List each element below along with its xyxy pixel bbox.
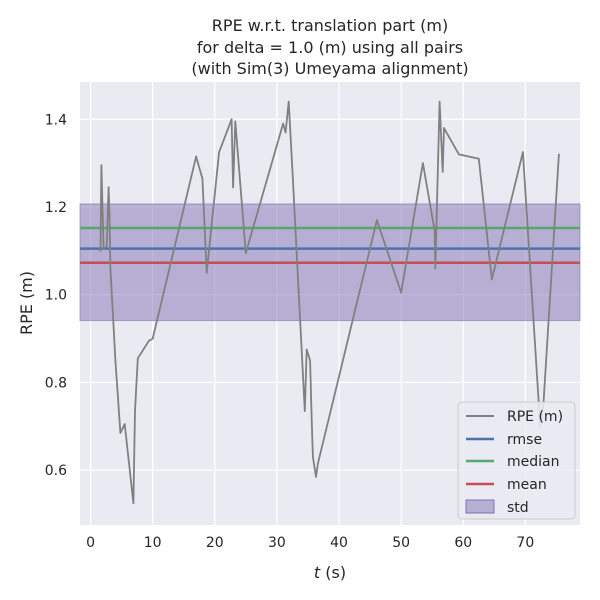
rpe-point-30 (310, 418, 313, 421)
y-tick-label-2: 1.0 (45, 288, 67, 304)
legend: RPE (m) rmse median mean std (457, 401, 576, 520)
rpe-point-6 (109, 267, 112, 270)
rpe-point-33 (316, 462, 319, 465)
x-axis-label-variable: t (314, 563, 321, 582)
rpe-point-22 (244, 252, 247, 254)
rpe-point-19 (230, 118, 233, 121)
rpe-point-29 (309, 359, 312, 362)
chart-title-line-1: RPE w.r.t. translation part (m) (212, 16, 448, 35)
legend-rmse-label: rmse (507, 432, 542, 448)
rpe-point-35 (400, 291, 403, 294)
legend-median-label: median (507, 454, 559, 470)
rpe-point-44 (490, 278, 493, 281)
rpe-point-16 (201, 177, 204, 180)
x-tick-label-6: 60 (454, 535, 472, 551)
rpe-point-1 (100, 164, 103, 167)
x-tick-label-4: 40 (330, 535, 348, 551)
rpe-point-21 (234, 120, 237, 123)
rpe-point-3 (105, 245, 108, 248)
rpe-point-14 (151, 337, 154, 340)
rpe-point-20 (232, 186, 235, 189)
rpe-point-13 (148, 339, 150, 342)
rpe-point-9 (123, 423, 126, 426)
rpe-point-4 (107, 186, 110, 189)
x-tick-label-0: 0 (86, 535, 95, 551)
x-axis-label: t (s) (314, 563, 346, 582)
rpe-point-38 (434, 267, 437, 270)
rpe-point-42 (457, 153, 460, 156)
rpe-point-28 (305, 348, 308, 351)
rpe-point-26 (291, 168, 294, 171)
y-axis-ticks: 0.6 0.8 1.0 1.2 1.4 (45, 112, 67, 479)
legend-rpe-label: RPE (m) (507, 409, 563, 425)
rpe-point-11 (134, 410, 136, 412)
rpe-point-37 (433, 230, 436, 233)
x-axis-ticks: 0 10 20 30 40 50 60 70 (86, 535, 534, 551)
rpe-point-48 (557, 153, 560, 156)
rpe-point-10 (132, 502, 135, 504)
rpe-point-5 (108, 214, 111, 217)
y-tick-label-1: 0.8 (45, 375, 67, 391)
rpe-point-34 (375, 219, 378, 222)
rpe-point-45 (521, 151, 524, 154)
rpe-point-40 (441, 171, 444, 173)
rpe-point-0 (99, 249, 102, 252)
rpe-point-32 (315, 475, 317, 478)
y-tick-label-3: 1.2 (45, 200, 67, 216)
rpe-point-25 (287, 100, 290, 103)
rpe-series-points (99, 100, 560, 504)
y-axis-label: RPE (m) (17, 271, 36, 335)
chart-title-line-2: for delta = 1.0 (m) using all pairs (197, 38, 463, 57)
rpe-point-17 (205, 271, 208, 274)
x-tick-label-1: 10 (144, 535, 162, 551)
legend-mean-label: mean (507, 477, 547, 493)
x-tick-label-3: 30 (268, 535, 286, 551)
rpe-point-31 (312, 456, 314, 458)
x-tick-label-2: 20 (206, 535, 224, 551)
rpe-point-27 (303, 410, 306, 412)
chart-title: RPE w.r.t. translation part (m) for delt… (191, 16, 468, 78)
rpe-point-41 (443, 127, 445, 129)
rpe-point-7 (114, 359, 117, 362)
y-tick-label-4: 1.4 (45, 112, 67, 128)
rpe-point-12 (136, 357, 139, 360)
x-tick-label-5: 50 (392, 535, 410, 551)
chart-title-line-3: (with Sim(3) Umeyama alignment) (191, 59, 468, 78)
legend-std-label: std (507, 500, 529, 516)
x-tick-label-7: 70 (516, 535, 534, 551)
rpe-point-43 (477, 157, 480, 160)
legend-std-swatch (465, 499, 495, 514)
x-axis-label-unit: (s) (320, 563, 346, 582)
rpe-point-39 (438, 100, 441, 103)
rpe-point-2 (102, 247, 105, 250)
y-tick-label-0: 0.6 (45, 463, 67, 479)
rpe-point-15 (195, 155, 198, 158)
rpe-point-24 (284, 131, 287, 134)
rpe-point-8 (119, 431, 122, 434)
rpe-point-18 (218, 151, 221, 154)
rpe-point-36 (421, 162, 424, 165)
legend-box (457, 401, 576, 520)
rpe-point-23 (282, 122, 285, 125)
